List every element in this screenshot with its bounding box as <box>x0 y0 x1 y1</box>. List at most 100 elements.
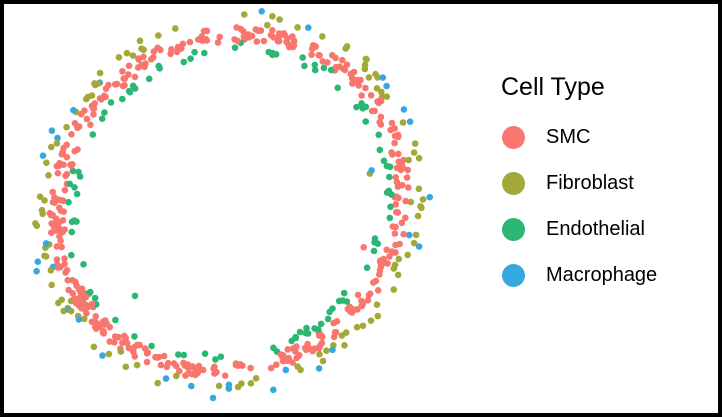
point-fibroblast-11 <box>264 21 271 29</box>
point-endothelial-54 <box>296 328 304 336</box>
point-fibroblast-386 <box>33 222 41 230</box>
point-smc-562 <box>330 319 337 327</box>
point-endothelial-597 <box>362 118 370 125</box>
point-fibroblast-283 <box>48 143 55 151</box>
point-fibroblast-332 <box>399 119 407 126</box>
point-smc-311 <box>302 346 310 354</box>
point-fibroblast-263 <box>405 156 412 164</box>
point-smc-593 <box>376 267 384 274</box>
point-smc-398 <box>111 339 118 346</box>
point-smc-535 <box>395 194 402 202</box>
point-smc-338 <box>131 353 139 360</box>
point-endothelial-2 <box>98 115 106 122</box>
point-smc-538 <box>234 37 241 45</box>
point-smc-536 <box>100 330 108 337</box>
point-endothelial-421 <box>71 217 78 224</box>
point-smc-249 <box>65 286 72 294</box>
point-macrophage-517 <box>225 385 233 392</box>
point-endothelial-324 <box>304 330 312 337</box>
point-smc-139 <box>260 37 268 45</box>
point-smc-402 <box>391 230 399 237</box>
point-smc-542 <box>98 96 105 103</box>
point-macrophage-112 <box>305 24 312 32</box>
point-macrophage-194 <box>39 152 47 159</box>
point-smc-487 <box>392 223 399 231</box>
point-smc-589 <box>350 68 358 76</box>
point-smc-171 <box>364 297 372 304</box>
point-endothelial-615 <box>80 261 87 268</box>
point-macrophage-218 <box>258 8 265 15</box>
point-smc-565 <box>125 62 133 70</box>
point-smc-294 <box>358 92 366 99</box>
point-endothelial-422 <box>65 198 72 206</box>
point-smc-303 <box>316 342 324 349</box>
point-fibroblast-258 <box>115 54 123 61</box>
point-fibroblast-548 <box>88 92 96 99</box>
point-macrophage-552 <box>379 74 387 81</box>
point-smc-609 <box>46 209 54 217</box>
point-smc-587 <box>71 294 78 302</box>
point-smc-506 <box>308 51 315 58</box>
point-endothelial-503 <box>343 298 351 305</box>
point-smc-521 <box>160 352 168 360</box>
point-smc-85 <box>404 166 412 174</box>
point-endothelial-370 <box>329 305 336 312</box>
point-macrophage-outlier-2 <box>368 167 375 174</box>
point-endothelial-6 <box>301 62 308 70</box>
point-smc-136 <box>164 359 172 367</box>
point-smc-545 <box>389 151 396 158</box>
point-fibroblast-605 <box>415 185 423 193</box>
point-smc-519 <box>284 346 292 353</box>
point-fibroblast-236 <box>390 286 398 293</box>
point-endothelial-22 <box>125 87 133 95</box>
point-smc-195 <box>289 359 296 366</box>
point-fibroblast-305 <box>67 307 75 315</box>
point-endothelial-385 <box>68 251 75 259</box>
point-fibroblast-514 <box>38 206 46 214</box>
point-smc-393 <box>309 347 317 355</box>
point-macrophage-158 <box>33 267 40 275</box>
point-fibroblast-16 <box>407 198 415 206</box>
point-smc-242 <box>354 291 362 299</box>
point-fibroblast-567 <box>411 140 419 147</box>
point-smc-276 <box>49 198 57 206</box>
point-smc-608 <box>267 364 275 372</box>
point-smc-537 <box>74 124 81 132</box>
point-smc-604 <box>195 367 203 374</box>
point-endothelial-307 <box>334 84 342 92</box>
point-smc-571 <box>119 82 127 90</box>
point-endothelial-550 <box>156 65 163 72</box>
point-smc-364 <box>135 55 142 62</box>
point-fibroblast-493 <box>342 45 350 52</box>
point-fibroblast-483 <box>373 301 381 309</box>
point-fibroblast-557 <box>123 49 131 57</box>
point-endothelial-160 <box>380 157 388 165</box>
point-endothelial-596 <box>353 103 360 111</box>
point-smc-375 <box>125 71 132 78</box>
point-smc-431 <box>77 289 85 297</box>
point-endothelial-196 <box>145 75 153 83</box>
point-macrophage-606 <box>70 106 77 114</box>
point-smc-113 <box>339 56 346 64</box>
point-fibroblast-295 <box>42 253 50 260</box>
scatter-plot <box>32 8 434 402</box>
point-smc-618 <box>138 61 145 69</box>
point-endothelial-297 <box>212 356 219 363</box>
point-fibroblast-150 <box>140 46 147 54</box>
point-smc-568 <box>179 40 187 48</box>
point-fibroblast-329 <box>373 85 381 92</box>
point-endothelial-151 <box>73 190 81 198</box>
point-smc-264 <box>61 255 68 262</box>
point-smc-166 <box>377 113 385 121</box>
point-smc-528 <box>349 76 357 84</box>
point-endothelial-511 <box>386 214 394 222</box>
point-endothelial-498 <box>311 66 319 74</box>
point-fibroblast-125 <box>154 379 161 387</box>
point-smc-190 <box>58 197 66 204</box>
point-endothelial-441 <box>69 167 77 175</box>
point-smc-60 <box>186 38 194 46</box>
point-endothelial-334 <box>358 100 365 107</box>
point-fibroblast-616 <box>374 312 382 320</box>
point-fibroblast-384 <box>316 350 323 358</box>
legend-label-macrophage: Macrophage <box>546 264 658 286</box>
